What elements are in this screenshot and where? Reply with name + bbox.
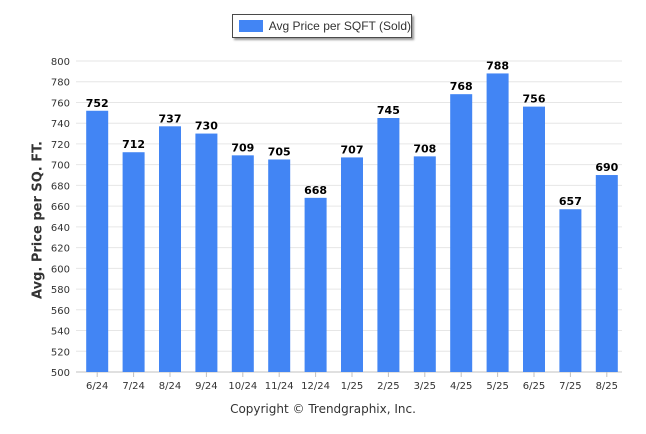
x-tick-label: 9/24	[195, 381, 217, 392]
x-tick-label: 7/25	[559, 381, 581, 392]
data-label: 690	[595, 161, 618, 174]
y-tick-label: 740	[51, 119, 70, 130]
x-tick-label: 10/24	[228, 381, 257, 392]
y-tick-label: 560	[51, 306, 70, 317]
y-tick-label: 660	[51, 202, 70, 213]
data-label: 788	[486, 59, 509, 72]
bar	[559, 209, 582, 372]
x-tick-label: 3/25	[414, 381, 436, 392]
y-tick-label: 680	[51, 181, 70, 192]
data-label: 705	[268, 145, 291, 158]
bar	[122, 152, 145, 372]
bar	[523, 106, 545, 372]
bar	[413, 156, 436, 372]
y-tick-label: 520	[51, 347, 70, 358]
data-label: 768	[450, 80, 473, 93]
y-tick-label: 800	[51, 57, 70, 68]
chart-legend: Avg Price per SQFT (Sold)	[232, 14, 412, 38]
bar	[595, 175, 618, 372]
y-tick-label: 640	[51, 223, 70, 234]
legend-label: Avg Price per SQFT (Sold)	[268, 19, 411, 33]
data-label: 712	[122, 138, 145, 151]
bar	[450, 94, 473, 372]
x-tick-label: 5/25	[486, 381, 508, 392]
x-tick-label: 4/25	[450, 381, 472, 392]
data-label: 752	[86, 97, 109, 110]
x-tick-label: 6/24	[86, 381, 108, 392]
bar	[195, 133, 218, 372]
data-label: 707	[341, 143, 364, 156]
data-label: 709	[231, 141, 254, 154]
y-tick-label: 540	[51, 327, 70, 338]
x-tick-label: 7/24	[122, 381, 144, 392]
bar	[304, 197, 327, 372]
bar	[231, 155, 254, 372]
bar	[486, 73, 509, 372]
copyright-text: Copyright © Trendgraphix, Inc.	[230, 402, 416, 416]
bar	[341, 157, 363, 372]
y-tick-label: 720	[51, 140, 70, 151]
y-tick-label: 500	[51, 368, 70, 379]
y-tick-label: 700	[51, 161, 70, 172]
y-tick-label: 580	[51, 285, 70, 296]
data-label: 737	[159, 112, 182, 125]
y-tick-label: 620	[51, 244, 70, 255]
bar	[268, 159, 291, 372]
data-label: 708	[413, 142, 436, 155]
data-label: 730	[195, 120, 218, 133]
bar	[377, 118, 400, 373]
y-tick-label: 600	[51, 264, 70, 275]
data-label: 756	[523, 93, 546, 106]
bar	[159, 126, 181, 372]
x-tick-label: 12/24	[301, 381, 330, 392]
bar	[86, 110, 109, 372]
x-tick-label: 8/25	[596, 381, 618, 392]
x-tick-label: 11/24	[265, 381, 294, 392]
x-tick-label: 6/25	[523, 381, 545, 392]
y-tick-label: 780	[51, 78, 70, 89]
data-label: 668	[304, 184, 327, 197]
x-tick-label: 2/25	[377, 381, 399, 392]
x-tick-label: 1/25	[341, 381, 363, 392]
y-tick-label: 760	[51, 98, 70, 109]
data-label: 657	[559, 195, 582, 208]
legend-swatch	[239, 20, 263, 32]
x-tick-label: 8/24	[159, 381, 181, 392]
data-label: 745	[377, 104, 400, 117]
